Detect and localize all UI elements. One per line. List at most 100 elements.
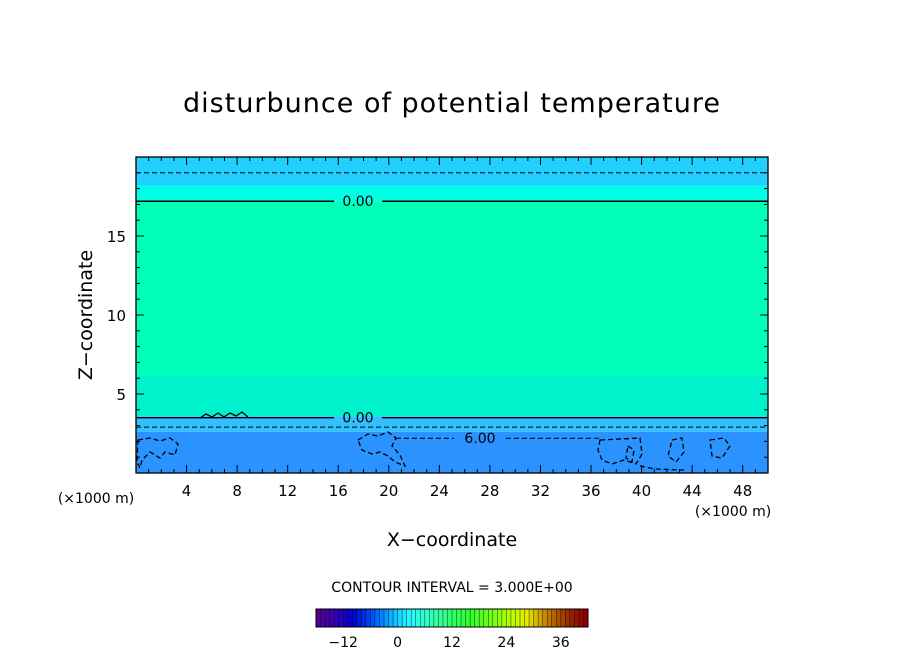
colorbar-cell [578,609,584,627]
chart-title: disturbunce of potential temperature [183,88,721,119]
x-tick-label: 28 [480,482,499,500]
colorbar-cell [374,609,380,627]
colorbar-cell [583,609,589,627]
contour-blob-right1 [597,437,643,465]
field-band-2 [136,375,768,417]
x-tick-label: 32 [531,482,550,500]
x-tick-label: 8 [232,482,242,500]
colorbar-cell [411,609,417,627]
colorbar-cell [556,609,562,627]
contour-blobs [136,431,731,471]
contour-label-1: 0.00 [342,194,373,210]
contour-blob-bottom [639,465,685,471]
colorbar-cell [551,609,557,627]
colorbar-tick-label: 36 [552,635,570,651]
contour-label-4: 6.00 [464,431,495,447]
field-band-4 [136,185,768,202]
contour-blob-right2 [625,444,635,464]
colorbar-cell [474,609,480,627]
colorbar-cell [492,609,498,627]
colorbar-cell [488,609,494,627]
colorbar-cell [433,609,439,627]
contour-blob-right4 [709,437,731,459]
colorbar-cell [510,609,516,627]
x-unit-right: (×1000 m) [695,504,771,520]
x-tick-label: 16 [329,482,348,500]
colorbar-cell [452,609,457,627]
colorbar-cell [415,609,421,627]
x-axis-label: X−coordinate [387,529,517,551]
colorbar-cell [424,609,430,627]
colorbar-cell [402,609,407,627]
colorbar-cell [334,609,339,627]
colorbar-cell [461,609,466,627]
x-tick-label: 40 [632,482,651,500]
colorbar-cell [379,609,385,627]
colorbar-cell [456,609,462,627]
y-axis-label: Z−coordinate [75,250,97,380]
colorbar-cell [574,609,580,627]
colorbar-cell [352,609,358,627]
colorbar-cell [520,609,525,627]
x-tick-label: 24 [430,482,449,500]
colorbar-cell [406,609,412,627]
x-tick-label: 44 [683,482,702,500]
colorbar-ticks: −12 0 12 24 36 [328,635,569,651]
colorbar-cell [565,609,571,627]
y-tick-label: 10 [107,307,126,325]
colorbar-cell [547,609,553,627]
x-axis-ticks: 4 8 12 16 20 24 28 32 36 40 44 48 [148,157,756,500]
colorbar-cell [361,609,367,627]
y-axis-ticks: 5 10 15 [107,172,768,458]
x-tick-label: 36 [581,482,600,500]
field-band-1 [136,416,768,432]
y-tick-label: 5 [116,386,126,404]
colorbar-cell [343,609,349,627]
colorbar-cell [356,609,362,627]
colorbar-cell [347,609,353,627]
colorbar-cell [384,609,389,627]
colorbar-tick-label: 0 [393,635,402,651]
colorbar-cell [542,609,548,627]
colorbar-cell [506,609,512,627]
colorbar-tick-label: 24 [497,635,515,651]
colorbar-cell [370,609,376,627]
colorbar-cell [397,609,403,627]
colorbar-cell [569,609,575,627]
colorbar-cell [365,609,371,627]
colorbar [315,608,589,628]
colorbar-cell [447,609,453,627]
contour-blob-left [136,437,179,470]
colorbar-cell [483,609,489,627]
colorbar-cell [325,609,330,627]
colorbar-cell [338,609,344,627]
colorbar-cell [442,609,448,627]
contour-blob-right3 [667,437,685,463]
x-tick-label: 20 [379,482,398,500]
colorbar-cell [497,609,503,627]
colorbar-cell [515,609,521,627]
colorbar-cell [329,609,335,627]
colorbar-cell [479,609,485,627]
colorbar-cell [533,609,539,627]
colorbar-cell [420,609,426,627]
colorbar-cell [429,609,435,627]
colorbar-cell [320,609,326,627]
colorbar-cell [388,609,394,627]
x-unit-left: (×1000 m) [58,491,134,507]
colorbar-frame [315,608,589,628]
x-tick-label: 12 [278,482,297,500]
colorbar-cell [465,609,471,627]
contour-wiggle [199,411,249,419]
contour-lines: 0.00 0.00 6.00 [136,172,768,447]
field-bands [136,157,768,473]
colorbar-cell [438,609,444,627]
colorbar-cell [529,609,534,627]
colorbar-cell [501,609,507,627]
x-tick-label: 48 [733,482,752,500]
colorbar-tick-label: 12 [443,635,461,651]
contour-label-2: 0.00 [342,411,373,427]
colorbar-cell [538,609,543,627]
field-band-3 [136,201,768,376]
